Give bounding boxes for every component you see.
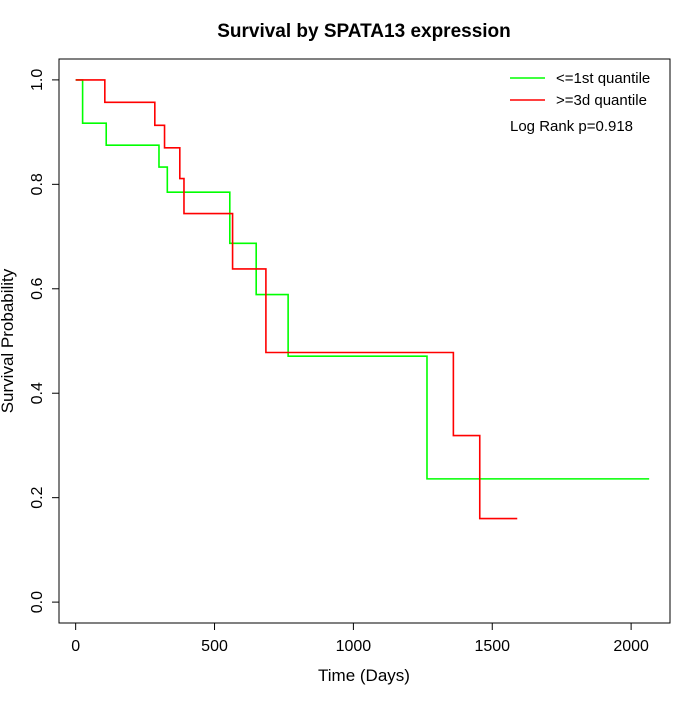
y-axis: 0.0 0.2 0.4 0.6 0.8 1.0 — [29, 69, 60, 613]
legend-label-high: >=3d quantile — [556, 92, 647, 109]
y-axis-label: Survival Probability — [0, 268, 17, 413]
x-tick-label: 2000 — [613, 638, 649, 655]
legend-label-low: <=1st quantile — [556, 70, 650, 87]
x-axis-label: Time (Days) — [318, 666, 410, 685]
x-tick-label: 500 — [201, 638, 228, 655]
y-tick-label: 0.2 — [29, 486, 46, 508]
log-rank-annotation: Log Rank p=0.918 — [510, 118, 633, 135]
y-tick-label: 0.8 — [29, 173, 46, 195]
x-axis: 0 500 1000 1500 2000 — [71, 622, 649, 655]
survival-curve-low — [75, 79, 650, 480]
x-tick-label: 0 — [71, 638, 80, 655]
x-tick-label: 1500 — [474, 638, 510, 655]
series-layer — [75, 79, 650, 520]
chart-title: Survival by SPATA13 expression — [217, 21, 511, 42]
x-tick-label: 1000 — [336, 638, 372, 655]
y-tick-label: 1.0 — [29, 69, 46, 91]
legend: <=1st quantile >=3d quantile — [510, 70, 650, 109]
survival-curve-high — [75, 79, 518, 520]
y-tick-label: 0.6 — [29, 278, 46, 300]
y-tick-label: 0.4 — [29, 382, 46, 404]
y-tick-label: 0.0 — [29, 591, 46, 613]
